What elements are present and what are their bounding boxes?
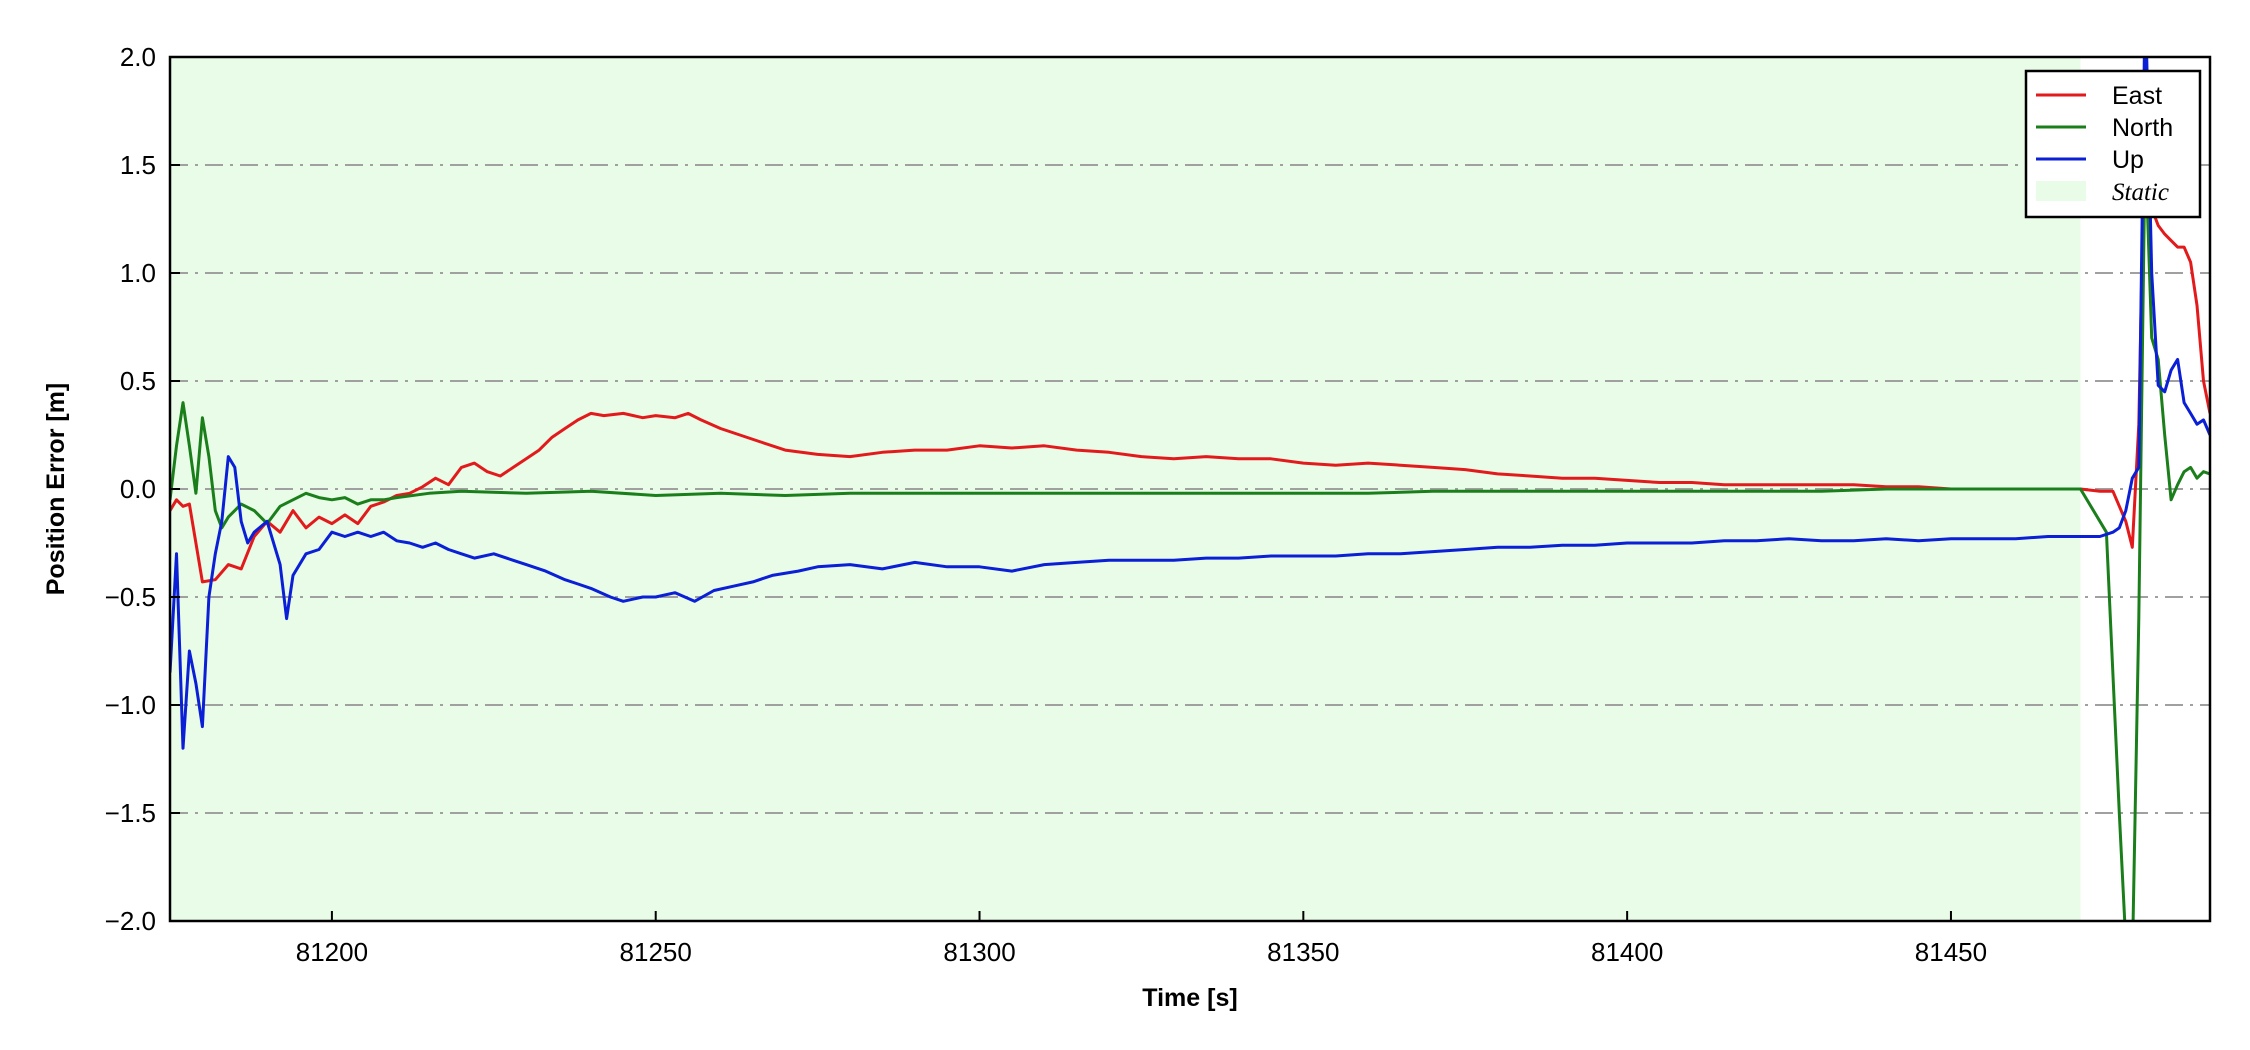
x-axis-label: Time [s]	[1142, 984, 1237, 1012]
y-tick-label: −1.5	[105, 798, 156, 828]
series-line-north	[170, 141, 2210, 921]
legend-label-static: Static	[2112, 179, 2169, 206]
x-tick-label: 81350	[1267, 937, 1339, 967]
legend-label-north: North	[2112, 114, 2173, 142]
legend-label-east: East	[2112, 82, 2162, 110]
x-tick-label: 81450	[1915, 937, 1987, 967]
series-line-up	[170, 57, 2210, 750]
y-tick-label: 2.0	[120, 42, 156, 72]
y-tick-label: 0.0	[120, 474, 156, 504]
y-tick-label: −0.5	[105, 582, 156, 612]
legend-swatch-static	[2036, 181, 2086, 201]
x-tick-label: 81200	[296, 937, 368, 967]
legend: East North Up Static	[2024, 69, 2202, 219]
x-tick-label: 81250	[620, 937, 692, 967]
axes-layer: 81200 81250 81300 81350 81400 81450 −2.0 −1.5 −1…	[105, 42, 2212, 967]
y-tick-label: −1.0	[105, 690, 156, 720]
x-tick-label: 81400	[1591, 937, 1663, 967]
y-tick-label: 1.0	[120, 258, 156, 288]
y-tick-label: 0.5	[120, 366, 156, 396]
grid-layer	[170, 164, 2210, 814]
legend-label-up: Up	[2112, 146, 2144, 174]
x-tick-label: 81300	[943, 937, 1015, 967]
series-layer	[170, 57, 2210, 921]
y-axis-label: Position Error [m]	[42, 383, 70, 596]
y-tick-label: −2.0	[105, 906, 156, 936]
y-tick-label: 1.5	[120, 150, 156, 180]
